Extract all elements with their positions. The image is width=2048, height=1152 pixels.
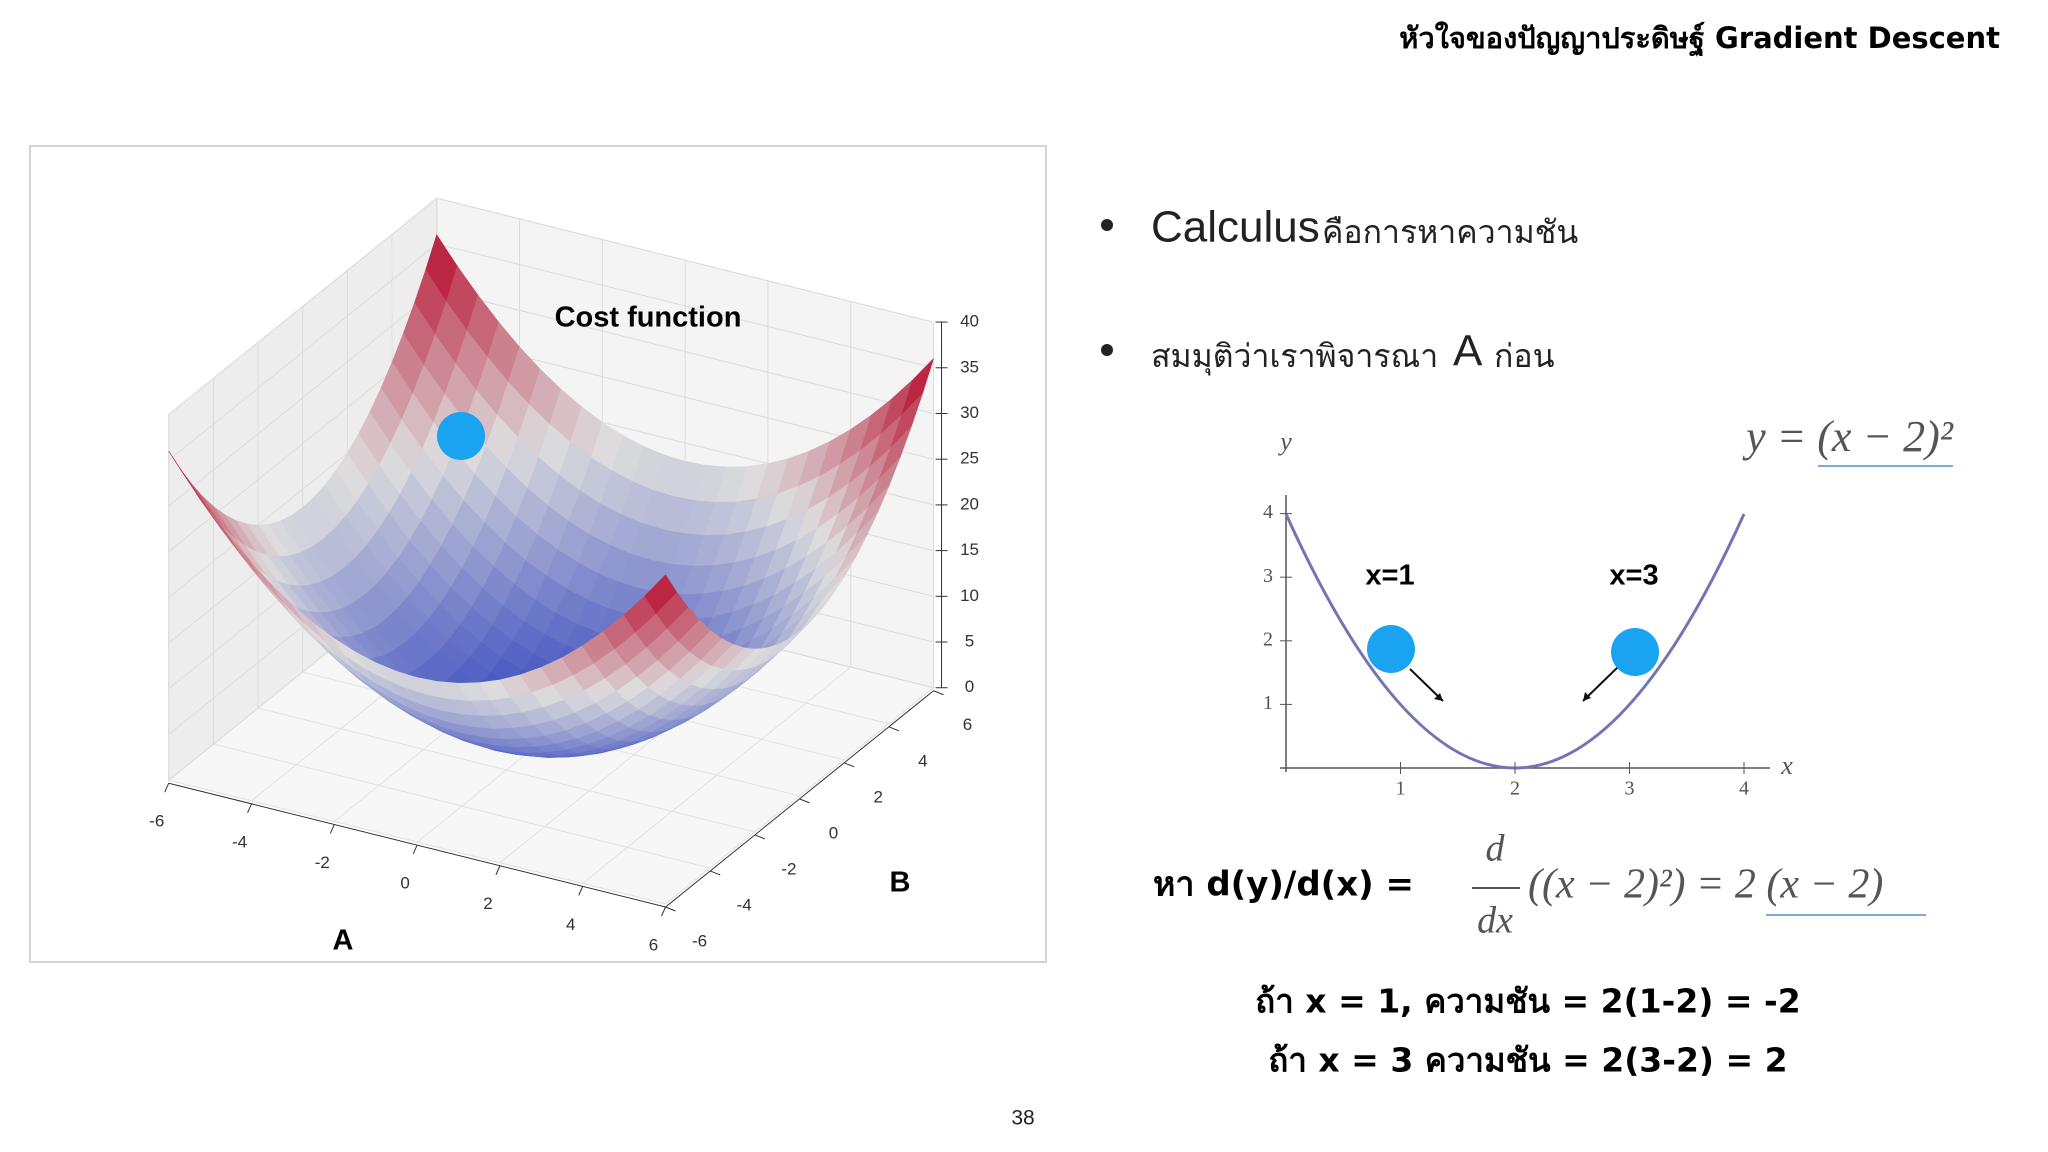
a-tick-label: 6 — [649, 935, 658, 954]
x-axis-label: x — [1780, 751, 1793, 780]
a-tick-label: -6 — [149, 812, 164, 831]
z-tick-label: 40 — [960, 312, 979, 331]
b-tick-label: 0 — [829, 823, 838, 842]
z-tick-label: 30 — [960, 403, 979, 422]
a-tick-label: 2 — [483, 894, 492, 913]
slide-title: หัวใจของปัญญาประดิษฐ์ Gradient Descent — [1399, 21, 2000, 57]
b-tick — [665, 906, 676, 912]
derivative-prompt: หา d(y)/d(x) = — [1153, 865, 1414, 905]
derivative-result: ((x − 2)²) = 2 (x − 2) — [1528, 862, 1883, 908]
a-tick — [661, 906, 666, 917]
example-line: ถ้า x = 3 ความชัน = 2(3-2) = 2 — [1268, 1041, 1787, 1080]
fraction-numerator: d — [1486, 828, 1506, 870]
axis-label: B — [890, 867, 911, 899]
bullet-dot — [1101, 219, 1113, 231]
x-tick-label: 3 — [1625, 778, 1635, 800]
equation: y = (x − 2)² — [1742, 412, 1954, 461]
y-tick-label: 1 — [1263, 692, 1273, 714]
bullet-text: สมมุติว่าเราพิจารณา — [1151, 337, 1438, 376]
annotation: Cost function — [555, 302, 742, 334]
fraction-denominator: dx — [1477, 900, 1513, 942]
arrow-head — [1583, 692, 1591, 701]
a-tick — [412, 844, 418, 855]
x-tick-label: 2 — [1510, 778, 1520, 800]
point-label: x=3 — [1609, 560, 1658, 592]
z-tick-label: 25 — [960, 449, 979, 468]
y-tick-label: 3 — [1263, 565, 1273, 587]
y-tick-label: 2 — [1263, 628, 1273, 650]
ball — [437, 412, 485, 460]
ball — [1611, 628, 1659, 676]
x-tick-label: 1 — [1396, 778, 1406, 800]
b-tick-label: -4 — [737, 895, 752, 914]
a-tick — [164, 783, 170, 793]
bullet-term: A — [1453, 327, 1483, 376]
axis-label: A — [333, 925, 354, 957]
b-tick — [933, 690, 944, 696]
wall-grid — [436, 197, 934, 323]
wall-grid — [168, 197, 438, 415]
a-tick — [329, 824, 335, 834]
z-tick-label: 5 — [965, 632, 974, 651]
wall-grid — [436, 243, 934, 369]
page-number: 38 — [1011, 1107, 1034, 1130]
slope-arrow — [1582, 665, 1620, 702]
example-line: ถ้า x = 1, ความชัน = 2(1-2) = -2 — [1255, 982, 1800, 1021]
b-tick — [710, 870, 721, 876]
wall-grid — [436, 289, 934, 414]
b-tick — [799, 798, 810, 804]
bullet-text: ก่อน — [1494, 337, 1555, 375]
z-tick-label: 20 — [960, 494, 979, 513]
b-tick — [888, 726, 900, 732]
a-tick — [247, 803, 252, 814]
a-tick-label: 4 — [566, 915, 575, 934]
y-axis-label: y — [1277, 427, 1292, 456]
a-tick — [578, 886, 584, 896]
b-tick-label: 6 — [963, 715, 972, 734]
x-tick-label: 4 — [1739, 778, 1749, 800]
bullet-term: Calculus — [1151, 203, 1320, 252]
y-tick-label: 4 — [1263, 501, 1273, 523]
b-tick-label: -6 — [692, 931, 707, 950]
arrow-head — [1434, 693, 1443, 701]
a-tick-label: 0 — [400, 874, 409, 893]
wall-grid — [168, 243, 438, 461]
z-tick-label: 0 — [965, 677, 974, 696]
floor-grid — [665, 687, 934, 905]
z-tick-label: 35 — [960, 357, 979, 376]
a-tick-label: -2 — [315, 853, 330, 872]
a-tick-label: -4 — [232, 832, 247, 851]
surface-cell — [644, 574, 678, 614]
b-tick-label: -2 — [781, 859, 796, 878]
z-tick-label: 10 — [960, 586, 979, 605]
wall-grid — [168, 289, 438, 507]
a-tick — [495, 865, 501, 875]
ball — [1367, 625, 1415, 673]
z-tick-label: 15 — [960, 540, 979, 559]
b-tick — [754, 834, 766, 840]
point-label: x=1 — [1365, 560, 1414, 592]
surface-plot: 0 5 10 15 20 25 30 35 40 -6 -4 -2 0 2 4 6 -6 -4 -2 0 2 4 6 Cost… — [149, 197, 979, 957]
b-tick-label: 4 — [918, 751, 927, 770]
b-tick-label: 2 — [873, 787, 882, 806]
b-tick — [844, 762, 855, 768]
bullet-text: คือการหาความชัน — [1322, 213, 1578, 251]
parabola-curve — [1284, 513, 1746, 770]
parabola-plot: y x y = (x − 2)² x=1 x=3 1 2 3 4 1 2 3 4 — [1263, 412, 1954, 800]
bullet-dot — [1101, 344, 1113, 356]
